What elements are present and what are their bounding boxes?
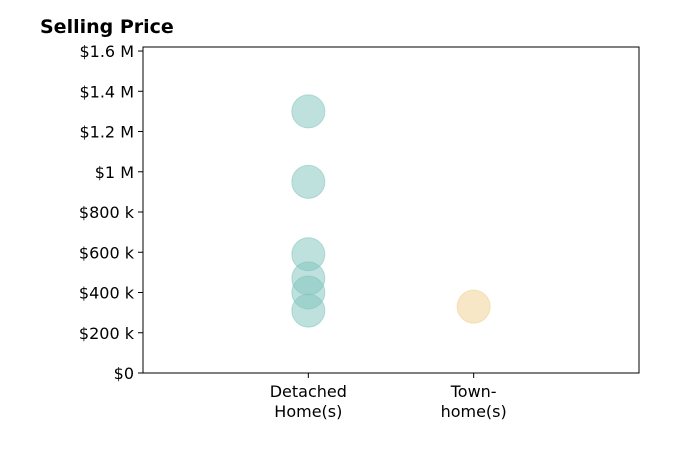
y-tick-label: $800 k — [79, 203, 135, 222]
y-tick-label: $0 — [114, 364, 134, 383]
x-tick-label-line: Town- — [450, 382, 497, 401]
x-tick-label-line: Detached — [270, 382, 347, 401]
data-point — [291, 164, 326, 199]
x-tick-label: Town-home(s) — [441, 382, 507, 421]
y-tick-label: $1.2 M — [79, 123, 134, 142]
plot-area-points — [291, 94, 491, 328]
x-tick-label-line: Home(s) — [274, 402, 342, 421]
x-tick-label: Detached Home(s) — [270, 382, 347, 421]
y-tick-label: $1.4 M — [79, 82, 134, 101]
y-tick-label: $1.6 M — [79, 42, 134, 61]
chart-title: Selling Price — [40, 16, 174, 38]
y-tick-label: $400 k — [79, 284, 135, 303]
y-tick-label: $600 k — [79, 243, 135, 262]
y-tick-label: $1 M — [95, 163, 134, 182]
data-point — [456, 289, 491, 324]
plot-frame — [142, 46, 640, 374]
x-axis: Detached Home(s) Town-home(s) — [270, 373, 507, 421]
data-point — [291, 293, 326, 328]
x-tick-label-line: home(s) — [441, 402, 507, 421]
y-tick-label: $200 k — [79, 324, 135, 343]
y-axis: $0 $200 k $400 k $600 k $800 k $1 M $1.2 M $1.4… — [79, 42, 143, 383]
data-point — [291, 94, 326, 129]
